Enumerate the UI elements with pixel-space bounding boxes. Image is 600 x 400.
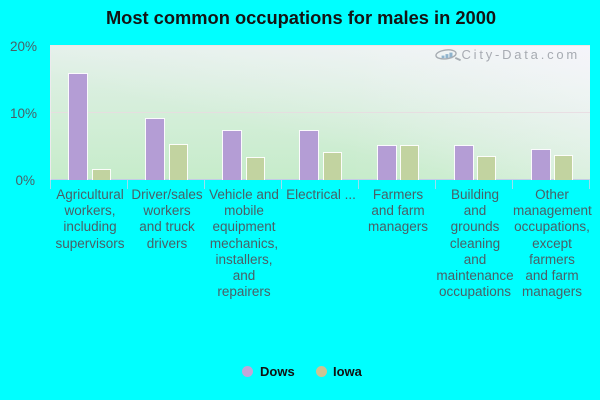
svg-text:City-Data.com: City-Data.com	[462, 47, 581, 62]
